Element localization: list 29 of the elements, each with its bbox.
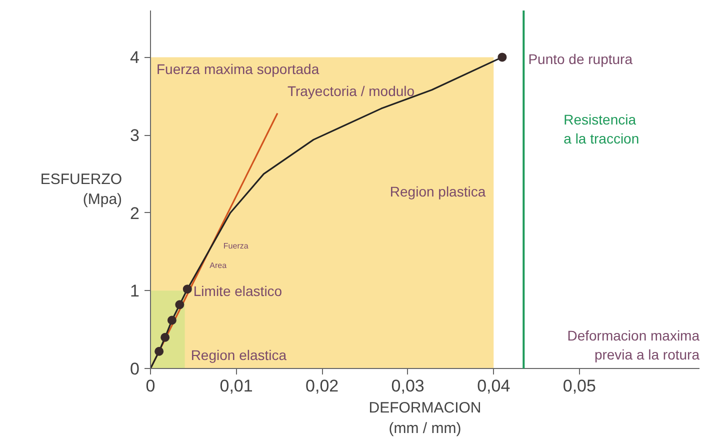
annotation: Limite elastico [193, 283, 282, 300]
y-tick-label: 1 [130, 282, 140, 301]
x-tick-label: 0,05 [562, 376, 596, 396]
x-tick-label: 0,01 [220, 376, 253, 396]
x-tick-label: 0 [146, 376, 156, 396]
point [182, 284, 192, 294]
point [154, 346, 164, 356]
y-tick-label: 0 [130, 360, 140, 378]
ref-line-label: Resistencia a la traccion [564, 111, 640, 147]
point [498, 52, 507, 62]
annotation: Fuerza [223, 241, 249, 250]
y-tick-label: 3 [130, 126, 140, 146]
x-axis-title: DEFORMACION (mm / mm) [368, 400, 482, 437]
annotation: Punto de ruptura [528, 51, 633, 68]
y-axis-title: ESFUERZO (Mpa) [40, 170, 122, 208]
x-tick-label: 0,04 [477, 376, 510, 396]
y-tick-label: 4 [130, 48, 140, 68]
x-tick-label: 0,02 [306, 376, 339, 396]
y-tick-label: 2 [130, 204, 140, 223]
annotation: Region plastica [390, 184, 486, 200]
annotation: Region elastica [190, 346, 287, 363]
annotation: Area [210, 260, 228, 270]
annotation: Trayectoria / modulo [287, 83, 415, 100]
point [167, 316, 176, 325]
point [175, 300, 184, 310]
annotation: Fuerza maxima soportada [156, 61, 320, 78]
x-tick-label: 0,03 [391, 376, 424, 396]
annotation: Deformacion maxima previa a la rotura [567, 327, 700, 362]
point [160, 332, 170, 342]
